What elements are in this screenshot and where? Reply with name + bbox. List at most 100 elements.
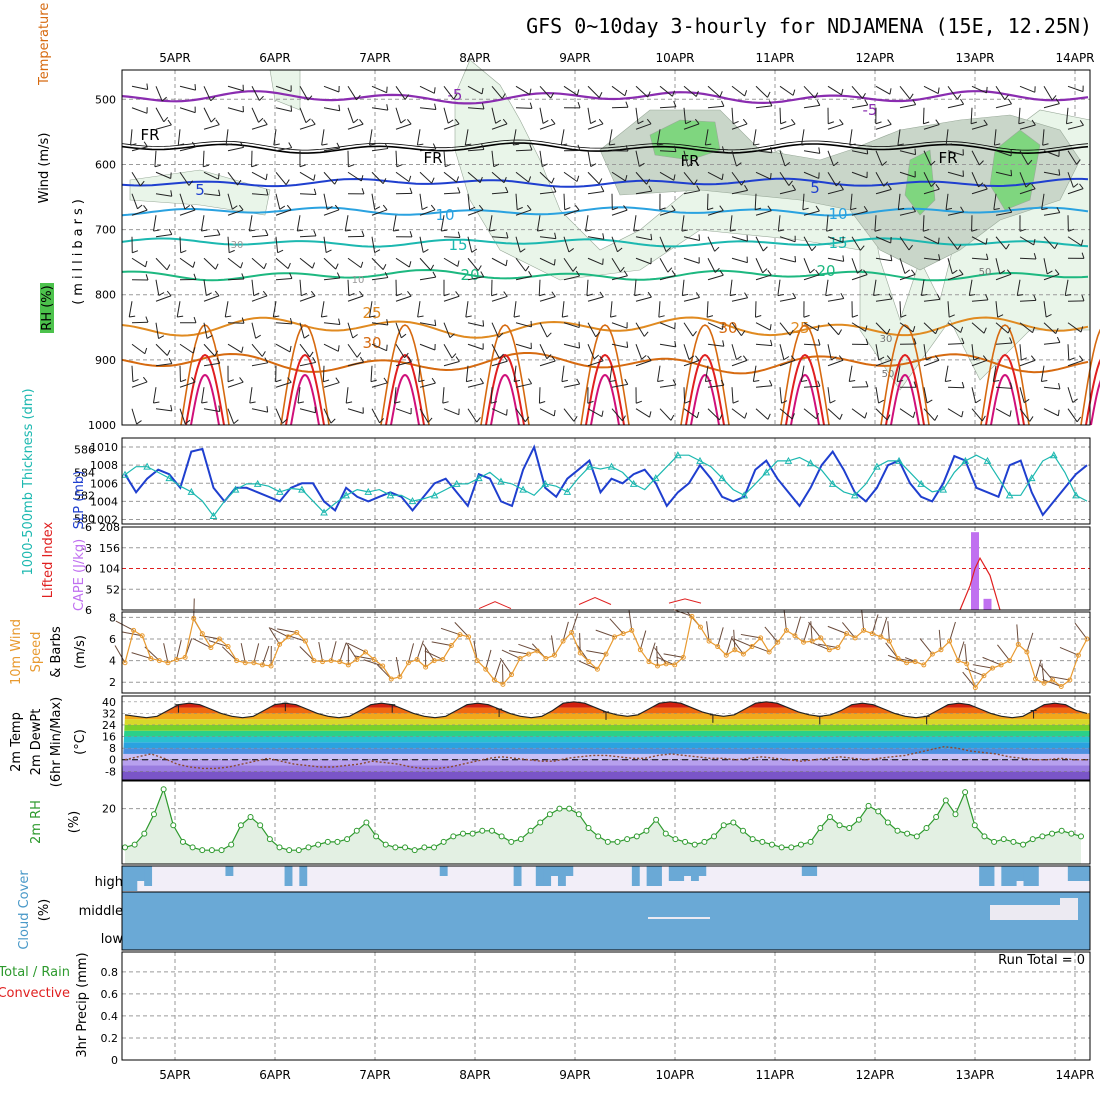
wind-barb [467, 276, 484, 281]
wind-barb [851, 171, 868, 179]
wind-barb [419, 193, 423, 210]
date-label-top: 5APR [159, 51, 190, 65]
wind-barb-flag [599, 355, 604, 362]
wind-barb [155, 408, 172, 412]
wind-barb-flag [529, 102, 533, 109]
wind-barb-flag [784, 161, 791, 167]
wind10-point [801, 639, 807, 645]
wind-barb [251, 234, 268, 238]
wind-barb [971, 322, 985, 334]
wind-barb [155, 193, 172, 197]
contour-label: 5 [195, 181, 205, 199]
rh-point [237, 822, 244, 829]
wind-barb [875, 236, 891, 244]
wind-barb [827, 123, 844, 130]
wind-barb-flag [983, 327, 987, 334]
wind-barb-flag [970, 121, 977, 125]
wind-barb [683, 190, 700, 195]
wind-barb-flag [994, 143, 1001, 146]
wind-barb [465, 365, 469, 382]
wind-barb [707, 384, 724, 388]
wind-barb-flag [1057, 409, 1060, 416]
temp2m-ylabel-unit: (°C) [73, 729, 88, 755]
wind10-point [199, 631, 205, 637]
wind-barb [251, 86, 260, 101]
wind-barb [683, 344, 690, 360]
wind10-point [723, 652, 729, 658]
wind-barb-flag [409, 231, 413, 238]
wind-barb-flag [729, 293, 737, 297]
rh-point [334, 838, 341, 845]
wind-barb [563, 209, 580, 216]
wind-barb [1019, 344, 1022, 361]
wind-barb [611, 383, 628, 388]
wind-barb [443, 107, 449, 124]
cloud-high-bar [1001, 866, 1010, 886]
wind10-barb [270, 627, 289, 638]
precip-run-total: Run Total = 0 [998, 953, 1085, 968]
wind-barb-flag [732, 400, 739, 404]
wind-barb-flag [551, 291, 556, 297]
upper-ylabel-rh: RH (%) [40, 285, 55, 330]
wind-barb-flag [561, 143, 568, 146]
temp-panel-frame [121, 695, 1091, 781]
wind-barb-flag [170, 190, 173, 197]
wind10-ylabel-a: 10m Wind [9, 619, 24, 685]
wind-barb [659, 150, 677, 153]
wind-barb-flag [826, 229, 833, 232]
wind-barb-flag [878, 356, 885, 361]
wind-barb [995, 273, 1012, 281]
wind-barb-flag [881, 161, 887, 166]
wind10-point [672, 662, 678, 668]
wind-barb [131, 321, 149, 324]
wind-barb-flag [783, 356, 790, 361]
rh-point [923, 825, 930, 832]
wind-barb-flag [539, 293, 546, 297]
wind-barb [779, 85, 794, 96]
rh-point [479, 827, 486, 834]
wind-barb [995, 408, 1011, 417]
wind-barb [539, 236, 556, 240]
wind-barb [275, 147, 292, 152]
wind-barb [803, 104, 820, 109]
wind-barb [347, 361, 364, 367]
wind-barb [513, 301, 517, 318]
wind10-point [534, 648, 540, 654]
wind-barb-flag [1076, 416, 1082, 423]
wind-barb [968, 279, 973, 296]
wind-barb [993, 193, 997, 210]
wind-barb [611, 85, 626, 97]
wind-barb [611, 209, 628, 216]
rh-point [1068, 830, 1075, 837]
wind-barb [1067, 124, 1084, 130]
wind-barb-flag [769, 324, 772, 331]
wind-barb-flag [778, 229, 785, 232]
wind-barb [1043, 212, 1060, 216]
date-label-top: 13APR [955, 51, 994, 65]
wind-barb [755, 171, 771, 180]
rh-point [324, 838, 331, 845]
wind-barb [467, 193, 471, 210]
wind-barb-flag [338, 104, 341, 111]
wind-barb-flag [981, 415, 986, 422]
slp-series-line [124, 444, 1088, 517]
wind-barb [491, 85, 503, 99]
rh-point [894, 827, 901, 834]
wind-barb-flag [790, 355, 796, 361]
wind10-point [1024, 649, 1030, 655]
wind-barb-flag [430, 264, 435, 271]
thickness-point [474, 474, 483, 482]
wind-barb [971, 85, 987, 94]
wind-barb [635, 236, 652, 241]
wind-barb [131, 146, 148, 152]
lifted-index-tick-label: 3 [85, 583, 92, 596]
wind-barb-flag [214, 290, 220, 297]
wind10-point [715, 644, 721, 650]
wind-barb [131, 172, 141, 187]
wind-barb-flag [216, 357, 221, 364]
cloud-ylabel-unit: (%) [37, 899, 52, 922]
wind-barb-flag [262, 290, 268, 297]
wind-barb-flag [359, 356, 365, 363]
wind-barb [323, 382, 340, 388]
wind-barb [827, 344, 832, 360]
